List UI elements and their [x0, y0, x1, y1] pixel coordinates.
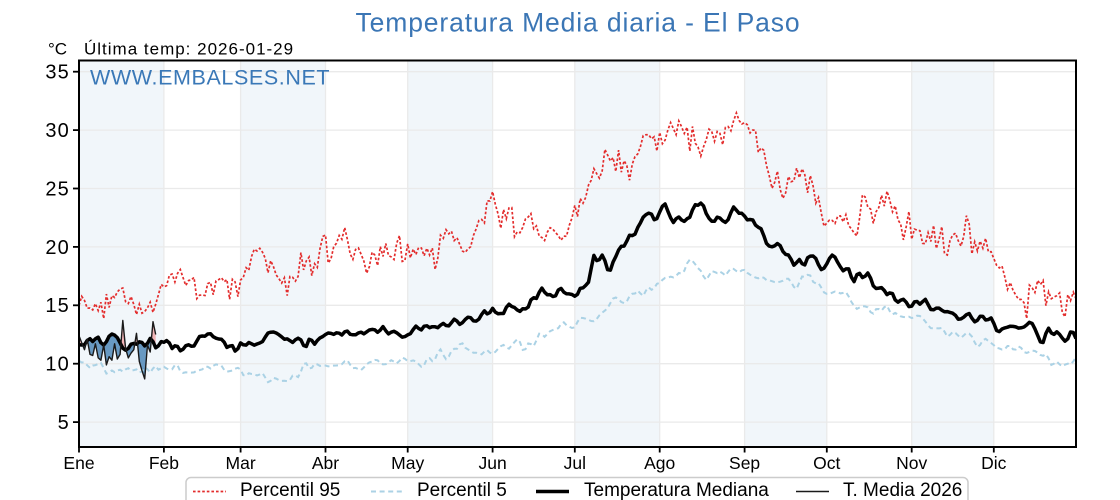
svg-text:Ago: Ago	[644, 453, 675, 473]
svg-text:Feb: Feb	[149, 453, 179, 473]
svg-text:WWW.EMBALSES.NET: WWW.EMBALSES.NET	[90, 66, 330, 90]
svg-text:25: 25	[45, 178, 70, 200]
svg-text:Temperatura Media diaria - El: Temperatura Media diaria - El Paso	[356, 8, 801, 38]
svg-text:Jul: Jul	[564, 453, 586, 473]
svg-text:Percentil 95: Percentil 95	[240, 480, 340, 500]
svg-text:Oct: Oct	[813, 453, 840, 473]
svg-text:Nov: Nov	[896, 453, 927, 473]
svg-text:Dic: Dic	[981, 453, 1007, 473]
svg-text:35: 35	[45, 62, 70, 84]
svg-text:Abr: Abr	[312, 453, 339, 473]
svg-text:°C: °C	[48, 40, 67, 59]
svg-text:May: May	[391, 453, 424, 473]
svg-text:5: 5	[58, 412, 70, 434]
svg-text:Mar: Mar	[226, 453, 256, 473]
svg-text:Última temp: 2026-01-29: Última temp: 2026-01-29	[84, 40, 294, 59]
svg-text:15: 15	[45, 295, 70, 317]
svg-text:T. Media 2026: T. Media 2026	[843, 480, 962, 500]
svg-text:10: 10	[45, 354, 70, 376]
svg-text:30: 30	[45, 120, 70, 142]
svg-text:Jun: Jun	[478, 453, 506, 473]
svg-text:Sep: Sep	[729, 453, 760, 473]
svg-text:20: 20	[45, 237, 70, 259]
svg-text:Ene: Ene	[63, 453, 94, 473]
svg-text:Percentil 5: Percentil 5	[417, 480, 507, 500]
svg-text:Temperatura Mediana: Temperatura Mediana	[584, 480, 769, 500]
